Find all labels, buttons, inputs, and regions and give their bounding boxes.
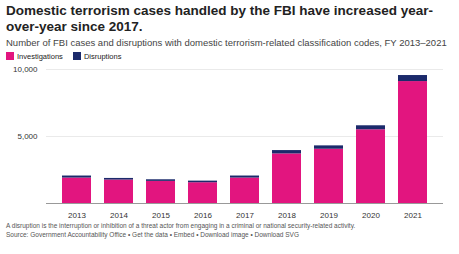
html-text:Disruptions: Disruptions xyxy=(83,52,122,61)
svg-text:2015: 2015 xyxy=(152,211,170,220)
html-text:Domestic terrorism cases handl: Domestic terrorism cases handled by the … xyxy=(6,3,433,34)
svg-text:2013: 2013 xyxy=(68,211,86,220)
svg-text:5,000: 5,000 xyxy=(17,132,38,141)
svg-text:2017: 2017 xyxy=(236,211,254,220)
svg-text:2020: 2020 xyxy=(362,211,380,220)
svg-text:10,000: 10,000 xyxy=(13,65,38,74)
html-text:Source: Government Accountabil: Source: Government Accountability Office… xyxy=(6,231,299,238)
svg-text:2019: 2019 xyxy=(320,211,338,220)
svg-text:2014: 2014 xyxy=(110,211,128,220)
html-text:Investigations: Investigations xyxy=(17,52,63,61)
html-text:A disruption is the interrupti: A disruption is the interruption or inhi… xyxy=(6,222,356,229)
svg-text:2018: 2018 xyxy=(278,211,296,220)
svg-text:2021: 2021 xyxy=(404,211,422,220)
svg-text:2016: 2016 xyxy=(194,211,212,220)
html-text:Number of FBI cases and disrup: Number of FBI cases and disruptions with… xyxy=(6,37,447,48)
